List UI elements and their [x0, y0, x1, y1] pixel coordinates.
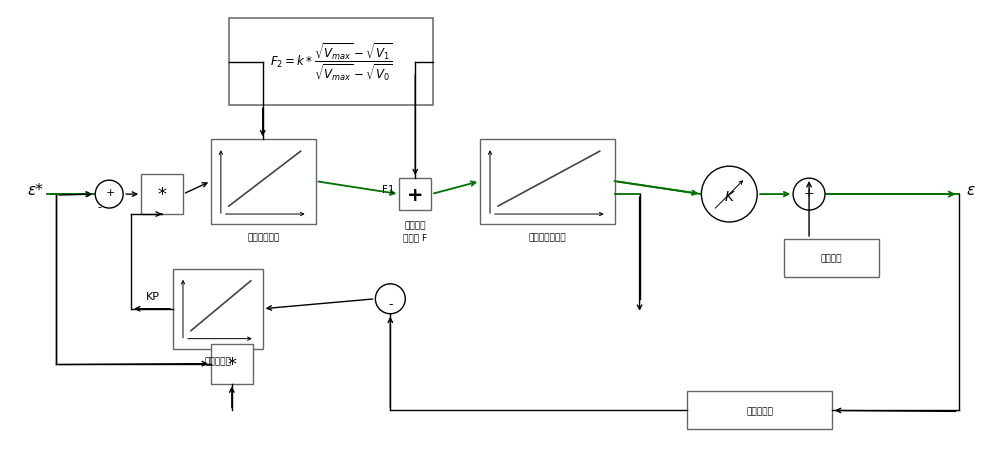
- Circle shape: [701, 167, 757, 222]
- Text: +: +: [106, 188, 115, 198]
- Text: ε: ε: [967, 182, 975, 197]
- Text: $F_2=k*\dfrac{\sqrt{V_{max}}-\sqrt{V_1}}{\sqrt{V_{max}}-\sqrt{V_0}}$: $F_2=k*\dfrac{\sqrt{V_{max}}-\sqrt{V_1}}…: [270, 42, 392, 83]
- Bar: [229, 18, 433, 106]
- Text: ε*: ε*: [27, 182, 43, 197]
- Bar: [211, 140, 316, 225]
- Text: +: +: [407, 185, 424, 204]
- Text: 延伸率控制器: 延伸率控制器: [247, 232, 279, 241]
- Circle shape: [793, 179, 825, 211]
- Bar: [211, 344, 253, 384]
- Bar: [480, 140, 615, 225]
- Text: 二级设定: 二级设定: [405, 221, 426, 230]
- Text: K: K: [725, 190, 734, 204]
- Text: 扰动因素: 扰动因素: [821, 254, 842, 263]
- Text: *: *: [227, 355, 236, 373]
- Text: -: -: [97, 202, 101, 212]
- Bar: [687, 391, 832, 429]
- Bar: [141, 175, 183, 215]
- Text: *: *: [158, 186, 167, 204]
- Bar: [399, 179, 431, 211]
- Text: -: -: [388, 298, 393, 311]
- Text: 轧制力 F: 轧制力 F: [403, 232, 427, 241]
- Circle shape: [95, 181, 123, 209]
- Circle shape: [375, 284, 405, 314]
- Text: F1: F1: [382, 185, 394, 195]
- Text: 轧制力控制内环: 轧制力控制内环: [529, 232, 566, 241]
- Text: +: +: [804, 186, 814, 199]
- Text: KP: KP: [146, 291, 160, 301]
- Bar: [173, 269, 263, 349]
- Bar: [784, 239, 879, 277]
- Text: 自适应控制: 自适应控制: [204, 357, 231, 366]
- Text: 延伸率检测: 延伸率检测: [746, 406, 773, 415]
